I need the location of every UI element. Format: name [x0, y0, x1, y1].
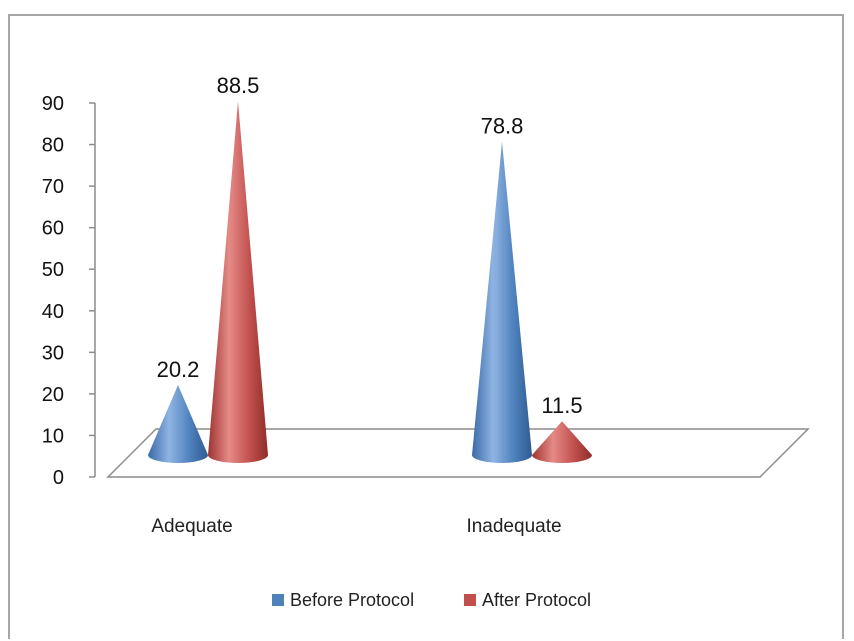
cone-before-protocol-adequate: [148, 385, 208, 463]
y-tick-label: 0: [53, 467, 64, 489]
y-tick-label: 90: [42, 93, 64, 115]
chart-frame: [8, 14, 844, 639]
y-tick-label: 40: [42, 301, 64, 323]
x-category-label: Inadequate: [466, 516, 561, 537]
data-label: 20.2: [157, 357, 200, 382]
legend-swatch: [272, 594, 284, 606]
data-label: 11.5: [541, 393, 582, 418]
legend-item-before-protocol: Before Protocol: [272, 590, 414, 610]
cone-before-protocol-inadequate: [472, 141, 532, 463]
y-tick-label: 30: [42, 342, 64, 364]
x-category-label: Adequate: [151, 516, 232, 537]
data-label: 78.8: [481, 114, 524, 139]
y-tick-label: 20: [42, 384, 64, 406]
y-tick-label: 10: [42, 425, 64, 447]
cone-after-protocol-adequate: [208, 101, 268, 463]
y-tick-label: 60: [42, 218, 64, 240]
legend-swatch: [464, 594, 476, 606]
y-tick-label: 70: [42, 176, 64, 198]
legend-label: After Protocol: [482, 590, 591, 610]
y-tick-label: 80: [42, 135, 64, 157]
chart-floor: [106, 428, 810, 478]
cone-after-protocol-inadequate: [532, 421, 592, 463]
y-tick-label: 50: [42, 259, 64, 281]
data-label: 88.5: [217, 73, 260, 98]
legend-label: Before Protocol: [290, 590, 414, 610]
legend-item-after-protocol: After Protocol: [464, 590, 591, 610]
